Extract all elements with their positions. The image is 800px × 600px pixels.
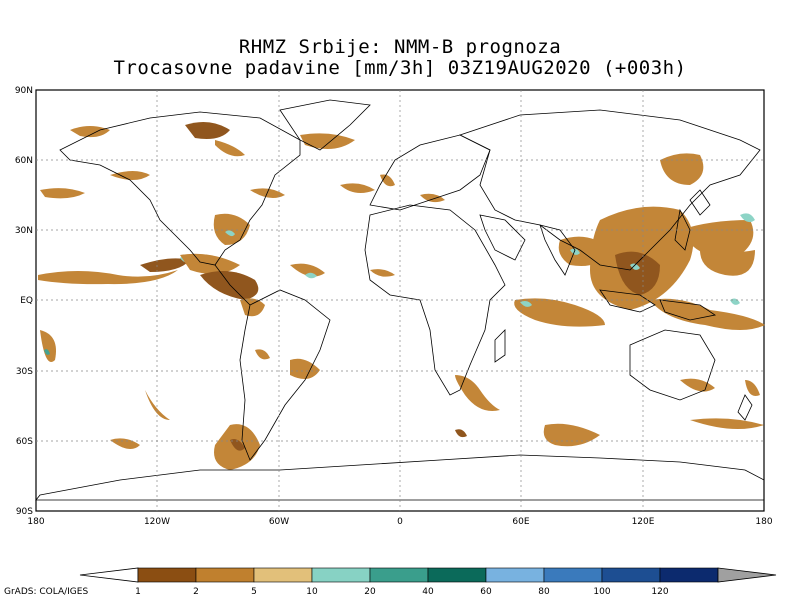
- colorbar-label: 60: [480, 587, 492, 597]
- lon-tick-label: 180: [755, 517, 772, 527]
- colorbar-swatch: [601, 567, 661, 583]
- lat-tick-label: 60N: [15, 156, 33, 166]
- lat-tick-label: EQ: [20, 296, 33, 306]
- colorbar-swatch: [137, 567, 197, 583]
- colorbar-label: 120: [651, 587, 668, 597]
- colorbar-swatch: [369, 567, 429, 583]
- lat-tick-label: 90S: [16, 507, 33, 517]
- lat-tick-label: 30S: [16, 367, 33, 377]
- colorbar-under-triangle: [79, 567, 139, 583]
- colorbar-label: 100: [593, 587, 610, 597]
- lon-tick-label: 0: [397, 517, 403, 527]
- colorbar-swatch: [253, 567, 313, 583]
- colorbar-label: 20: [364, 587, 376, 597]
- lon-tick-label: 120E: [632, 517, 655, 527]
- colorbar-label: 40: [422, 587, 434, 597]
- lon-tick-labels: 180 120W 60W 0 60E 120E 180: [27, 517, 772, 527]
- colorbar-swatch: [427, 567, 487, 583]
- lat-tick-labels: 90N 60N 30N EQ 30S 60S 90S: [15, 86, 33, 517]
- colorbar-label: 2: [193, 587, 199, 597]
- colorbar-swatch: [543, 567, 603, 583]
- lon-tick-label: 120W: [144, 517, 170, 527]
- coastlines: [35, 99, 765, 501]
- lat-tick-label: 90N: [15, 86, 33, 96]
- lat-tick-label: 30N: [15, 226, 33, 236]
- graticule: [36, 90, 764, 511]
- colorbar-over-triangle: [717, 567, 777, 583]
- credit-text: GrADS: COLA/IGES: [4, 587, 89, 597]
- map-title: RHMZ Srbije: NMM-B prognoza: [238, 36, 562, 58]
- lat-tick-label: 60S: [16, 437, 33, 447]
- colorbar-swatch: [485, 567, 545, 583]
- lon-tick-label: 60E: [512, 517, 529, 527]
- colorbar: 1 2 5 10 20 40 60 80 100 120: [79, 567, 777, 597]
- colorbar-label: 80: [538, 587, 550, 597]
- colorbar-swatch: [195, 567, 255, 583]
- map-subtitle: Trocasovne padavine [mm/3h] 03Z19AUG2020…: [113, 57, 687, 79]
- colorbar-label: 10: [306, 587, 318, 597]
- colorbar-label: 5: [251, 587, 257, 597]
- colorbar-label: 1: [135, 587, 141, 597]
- colorbar-swatch: [659, 567, 719, 583]
- lon-tick-label: 60W: [269, 517, 289, 527]
- colorbar-swatch: [311, 567, 371, 583]
- lon-tick-label: 180: [27, 517, 44, 527]
